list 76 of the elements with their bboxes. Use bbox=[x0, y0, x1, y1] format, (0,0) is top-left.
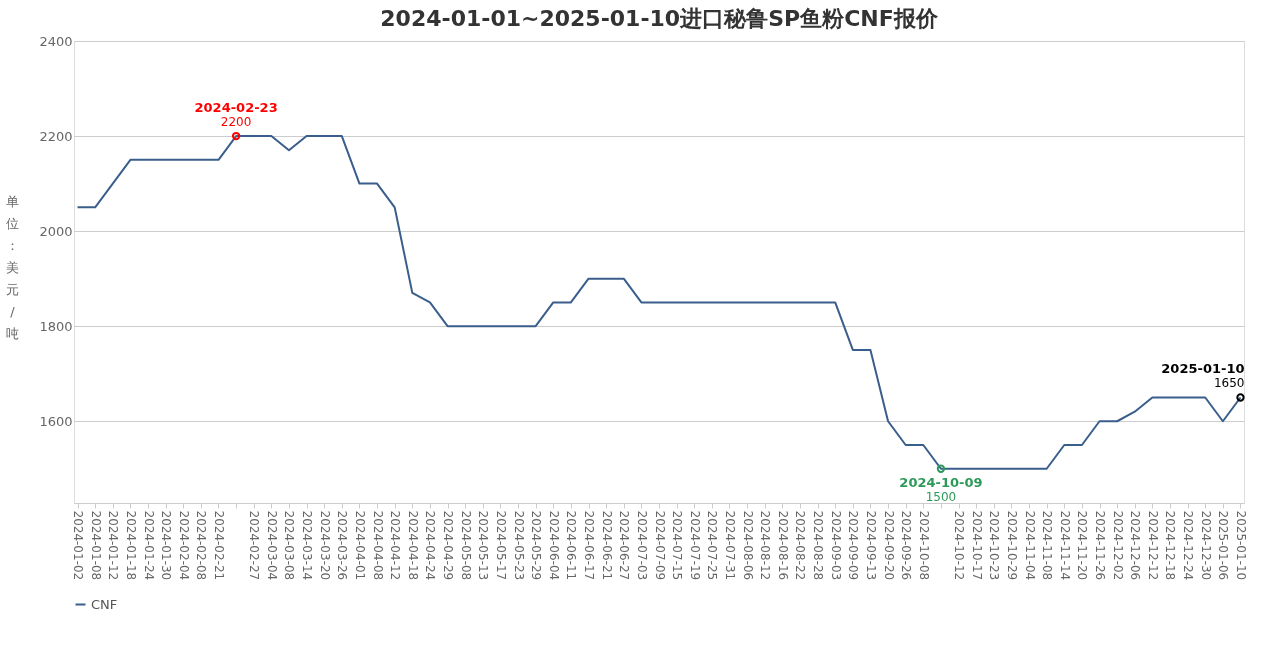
x-tick-label: 2024-10-17 bbox=[969, 510, 984, 581]
x-tick-label: 2024-11-04 bbox=[1022, 510, 1037, 581]
x-tick-label: 2024-06-04 bbox=[546, 510, 561, 581]
x-tick-label: 2024-01-24 bbox=[141, 510, 156, 581]
x-tick-label: 2024-07-25 bbox=[705, 510, 720, 581]
x-tick-label: 2024-09-09 bbox=[846, 510, 861, 581]
x-tick-label: 2024-01-30 bbox=[159, 510, 174, 581]
x-tick-label: 2024-03-08 bbox=[282, 510, 297, 581]
x-tick-label: 2024-06-11 bbox=[564, 510, 579, 581]
legend-label: CNF bbox=[91, 596, 118, 612]
x-tick-label: 2024-06-21 bbox=[599, 510, 614, 581]
x-tick-label: 2024-12-02 bbox=[1110, 510, 1125, 581]
x-tick-label: 2024-09-20 bbox=[881, 510, 896, 581]
x-tick-label: 2024-02-08 bbox=[194, 510, 209, 581]
x-tick-label: 2024-11-20 bbox=[1075, 510, 1090, 581]
x-tick-label: 2024-08-06 bbox=[740, 510, 755, 581]
x-tick-label: 2024-07-03 bbox=[634, 510, 649, 581]
x-tick-label: 2024-08-12 bbox=[758, 510, 773, 581]
y-tick-label: 2000 bbox=[39, 223, 73, 239]
x-tick-label: 2024-08-22 bbox=[793, 510, 808, 581]
x-tick-label: 2024-12-12 bbox=[1145, 510, 1160, 581]
x-tick-label: 2024-08-28 bbox=[811, 510, 826, 581]
x-tick-label: 2024-02-21 bbox=[211, 510, 226, 581]
x-tick-label: 2024-10-08 bbox=[916, 510, 931, 581]
x-tick-label: 2024-05-23 bbox=[511, 510, 526, 581]
x-tick-label: 2024-10-12 bbox=[952, 510, 967, 581]
x-tick-label: 2024-04-08 bbox=[370, 510, 385, 581]
annotation: 2024-02-23 2200 bbox=[194, 100, 278, 130]
y-tick-label: 1600 bbox=[39, 413, 73, 429]
x-tick-label: 2024-07-09 bbox=[652, 510, 667, 581]
x-tick-label: 2024-09-26 bbox=[899, 510, 914, 581]
x-tick-label: 2024-01-18 bbox=[123, 510, 138, 581]
x-tick-label: 2024-12-24 bbox=[1181, 510, 1196, 581]
x-tick-label: 2025-01-10 bbox=[1233, 510, 1248, 581]
y-axis-title: 单位：美元/吨 bbox=[6, 193, 19, 341]
x-tick-label: 2024-11-08 bbox=[1040, 510, 1055, 581]
x-tick-label: 2024-04-18 bbox=[405, 510, 420, 581]
x-tick-label: 2024-12-06 bbox=[1128, 510, 1143, 581]
x-tick-label: 2024-03-04 bbox=[264, 510, 279, 581]
x-tick-label: 2025-01-06 bbox=[1216, 510, 1231, 581]
x-tick-label: 2024-08-16 bbox=[775, 510, 790, 581]
x-tick-label: 2024-10-23 bbox=[987, 510, 1002, 581]
x-tick-label: 2024-03-20 bbox=[317, 510, 332, 581]
chart-title: 2024-01-01~2025-01-10进口秘鲁SP鱼粉CNF报价 bbox=[380, 6, 939, 31]
x-tick-label: 2024-01-02 bbox=[71, 510, 86, 581]
x-tick-label: 2024-06-27 bbox=[617, 510, 632, 581]
x-tick-label: 2024-05-13 bbox=[476, 510, 491, 581]
y-tick-label: 2200 bbox=[39, 128, 73, 144]
annotation: 2024-10-09 1500 bbox=[899, 474, 983, 504]
x-tick-label: 2024-11-14 bbox=[1057, 510, 1072, 581]
x-tick-label: 2024-01-12 bbox=[106, 510, 121, 581]
y-tick-label: 1800 bbox=[39, 318, 73, 334]
annotation: 2025-01-10 1650 bbox=[1161, 361, 1245, 391]
x-tick-label: 2024-07-19 bbox=[687, 510, 702, 581]
x-tick-label: 2024-11-26 bbox=[1093, 510, 1108, 581]
x-tick-label: 2024-09-03 bbox=[828, 510, 843, 581]
x-tick-label: 2024-04-29 bbox=[441, 510, 456, 581]
x-tick-label: 2024-12-18 bbox=[1163, 510, 1178, 581]
x-tick-label: 2024-04-01 bbox=[352, 510, 367, 581]
x-tick-label: 2024-12-30 bbox=[1198, 510, 1213, 581]
x-tick-label: 2024-07-31 bbox=[722, 510, 737, 581]
x-tick-label: 2024-04-12 bbox=[388, 510, 403, 581]
x-tick-label: 2024-06-17 bbox=[582, 510, 597, 581]
x-tick-label: 2024-02-27 bbox=[247, 510, 262, 581]
x-tick-label: 2024-02-04 bbox=[176, 510, 191, 581]
x-tick-label: 2024-05-08 bbox=[458, 510, 473, 581]
x-tick-label: 2024-01-08 bbox=[88, 510, 103, 581]
x-tick-label: 2024-05-29 bbox=[529, 510, 544, 581]
x-tick-label: 2024-10-29 bbox=[1004, 510, 1019, 581]
x-tick-label: 2024-03-26 bbox=[335, 510, 350, 581]
x-tick-label: 2024-07-15 bbox=[670, 510, 685, 581]
x-tick-label: 2024-03-14 bbox=[300, 510, 315, 581]
y-tick-label: 2400 bbox=[39, 33, 73, 49]
x-tick-label: 2024-09-13 bbox=[863, 510, 878, 581]
x-tick-label: 2024-05-17 bbox=[493, 510, 508, 581]
x-tick-label: 2024-04-24 bbox=[423, 510, 438, 581]
